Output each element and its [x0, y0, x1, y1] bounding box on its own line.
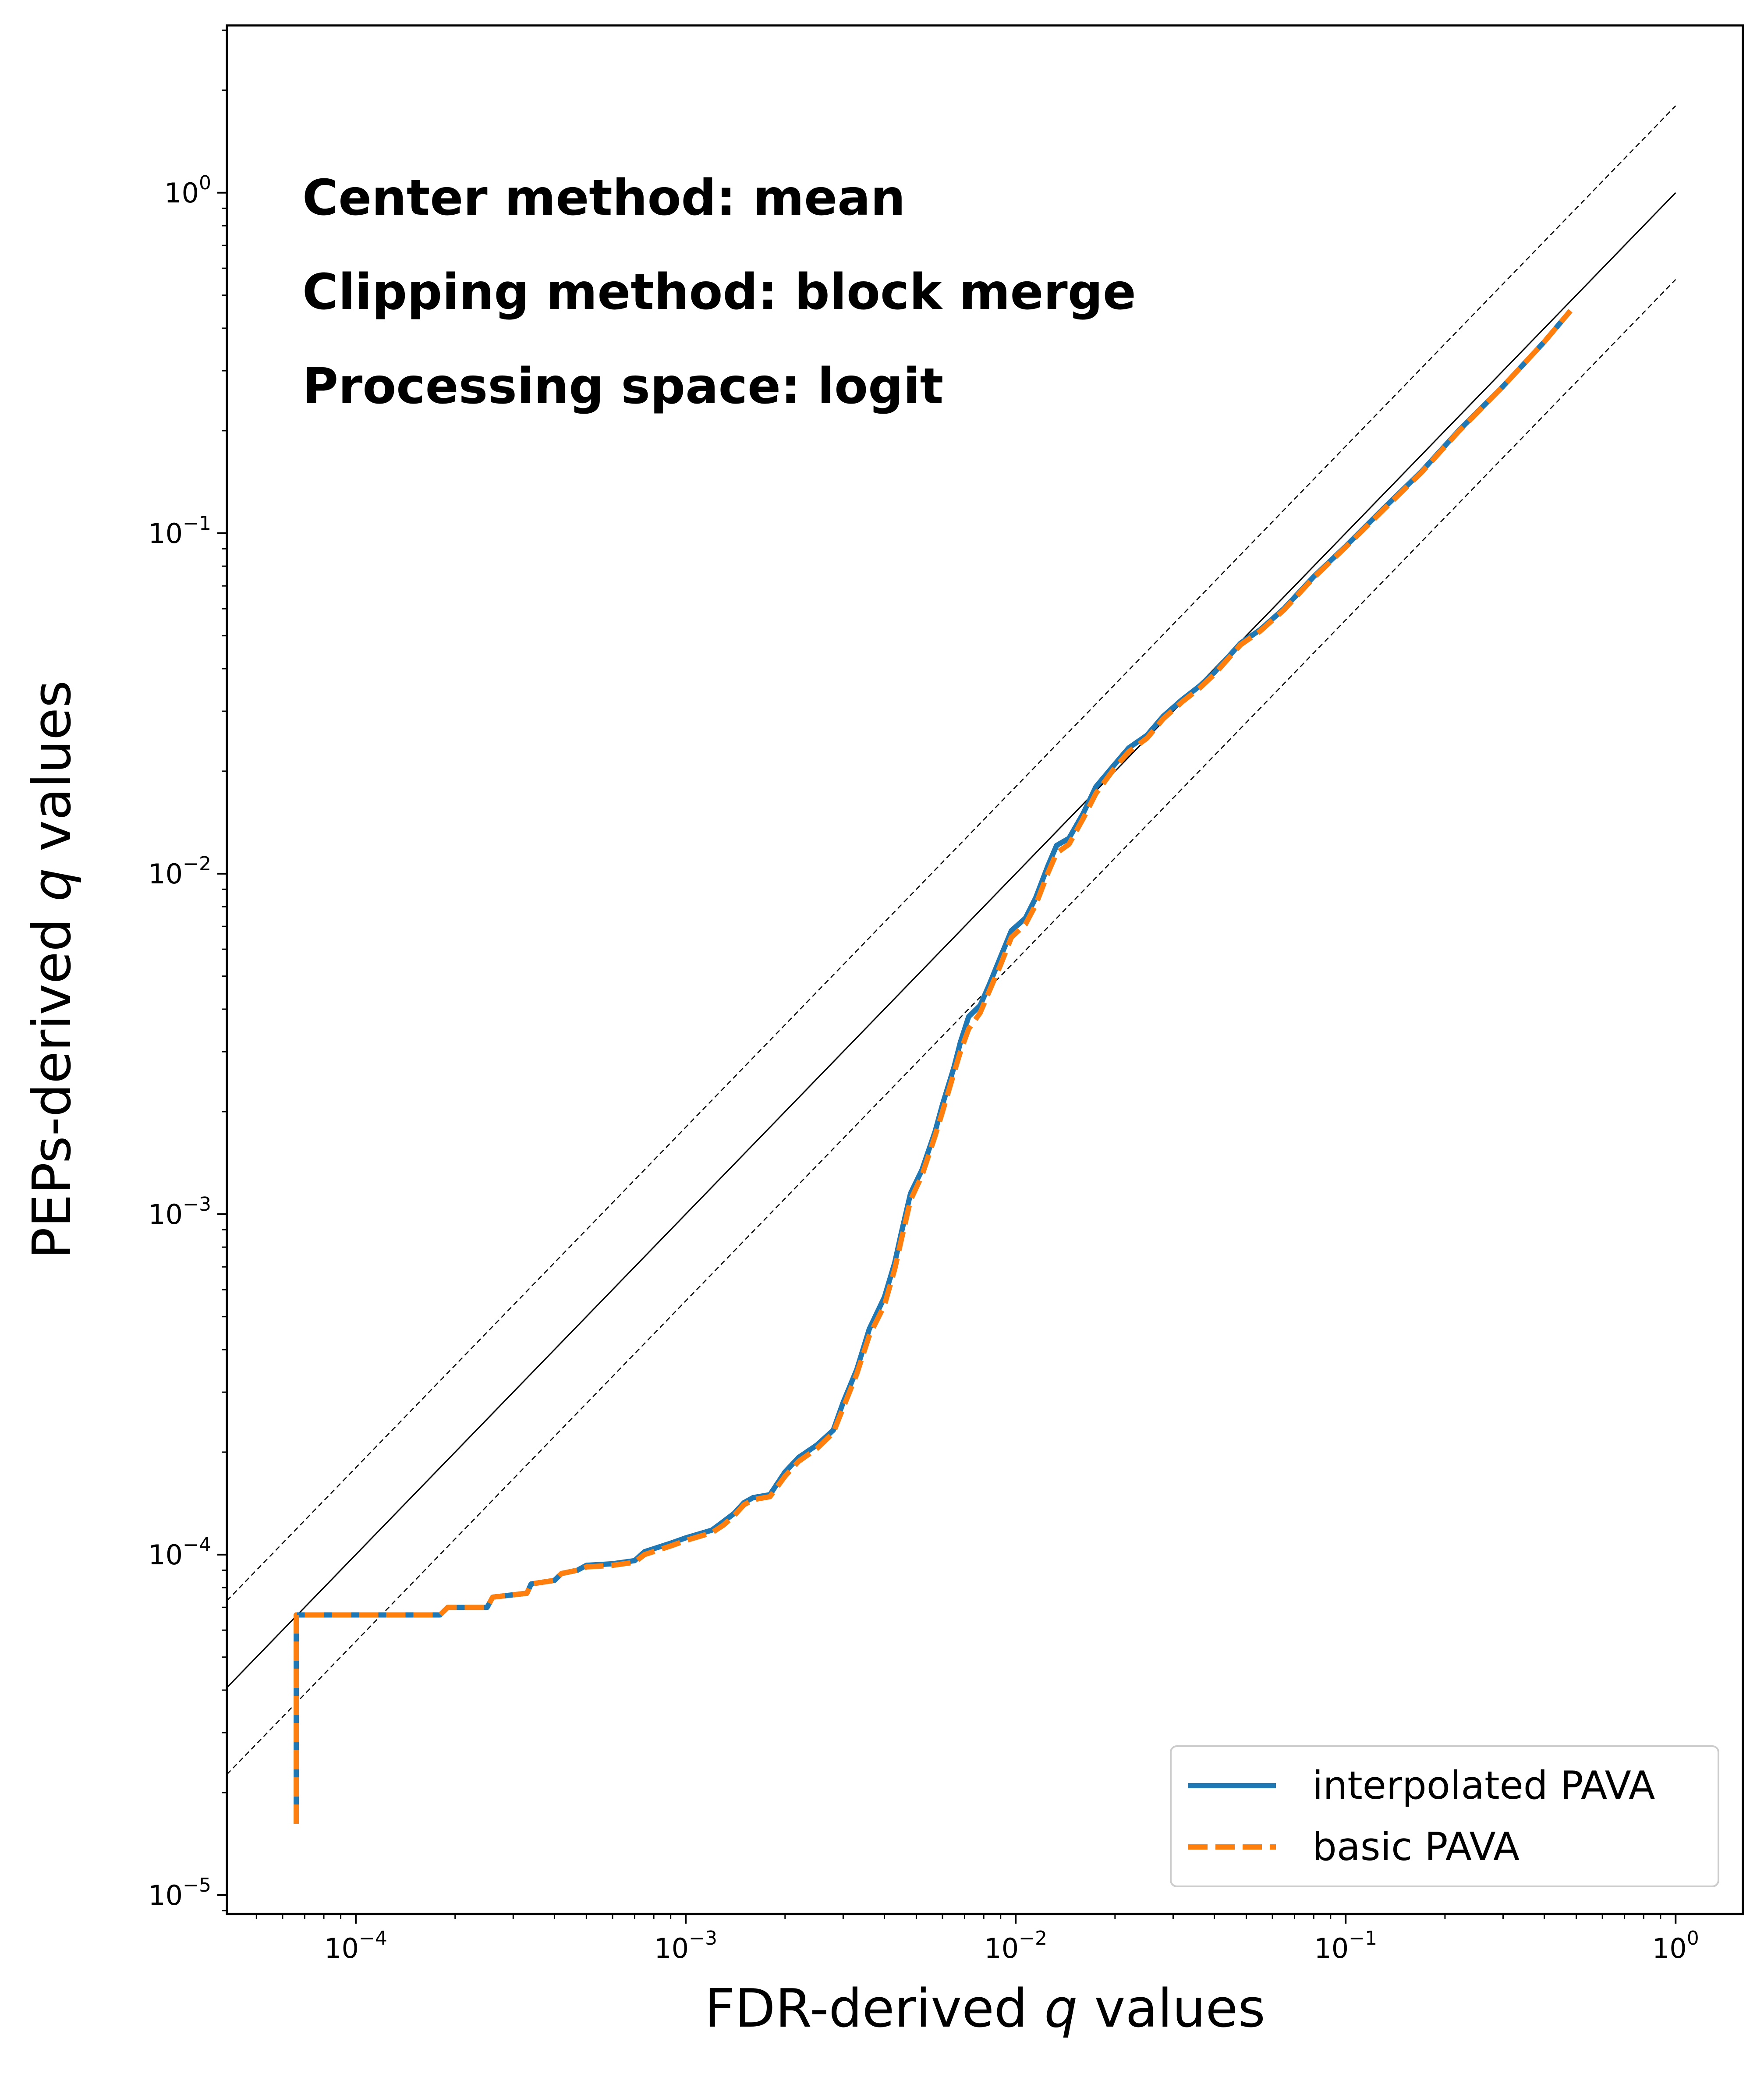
- annotation-clipping-method: Clipping method: block merge: [302, 264, 1136, 321]
- y-tick-label: 10−4: [148, 1534, 211, 1571]
- reference-line-band-1: [227, 105, 1676, 1601]
- reference-line-identity: [227, 192, 1676, 1688]
- x-tick-label: 10−2: [984, 1927, 1047, 1964]
- x-tick-label: 100: [1652, 1927, 1699, 1964]
- annotations: Center method: mean Clipping method: blo…: [302, 170, 1136, 415]
- x-axis-label: FDR-derived q values: [705, 1978, 1265, 2039]
- legend-label-basic-pava: basic PAVA: [1312, 1824, 1520, 1869]
- series-line-basic-pava: [294, 309, 1573, 1824]
- x-tick-label: 10−1: [1314, 1927, 1377, 1964]
- y-tick-label: 10−3: [148, 1193, 211, 1230]
- legend-box: [1170, 1745, 1719, 1887]
- plot-frame: [226, 24, 1744, 1915]
- y-axis-label: PEPs-derived q values: [22, 681, 83, 1259]
- reference-lines: [227, 105, 1676, 1775]
- annotation-processing-space: Processing space: logit: [302, 358, 943, 415]
- series-layer: [294, 309, 1573, 1824]
- axis-ticks: 10−4 10−3 10−2 10−1 100 10−5 10−4 10−3 10−2 10−1 1…: [148, 29, 1699, 1964]
- y-tick-label: 10−5: [148, 1874, 211, 1911]
- y-tick-label: 10−2: [148, 853, 211, 890]
- legend: interpolated PAVA basic PAVA: [1170, 1745, 1719, 1887]
- x-tick-label: 10−4: [324, 1927, 387, 1964]
- annotation-center-method: Center method: mean: [302, 170, 905, 227]
- x-tick-label: 10−3: [654, 1927, 717, 1964]
- plot-area: [227, 25, 1743, 1914]
- y-tick-label: 100: [164, 172, 211, 209]
- y-tick-label: 10−1: [148, 512, 211, 549]
- legend-label-interpolated-pava: interpolated PAVA: [1312, 1763, 1655, 1808]
- reference-line-band-2: [227, 279, 1676, 1775]
